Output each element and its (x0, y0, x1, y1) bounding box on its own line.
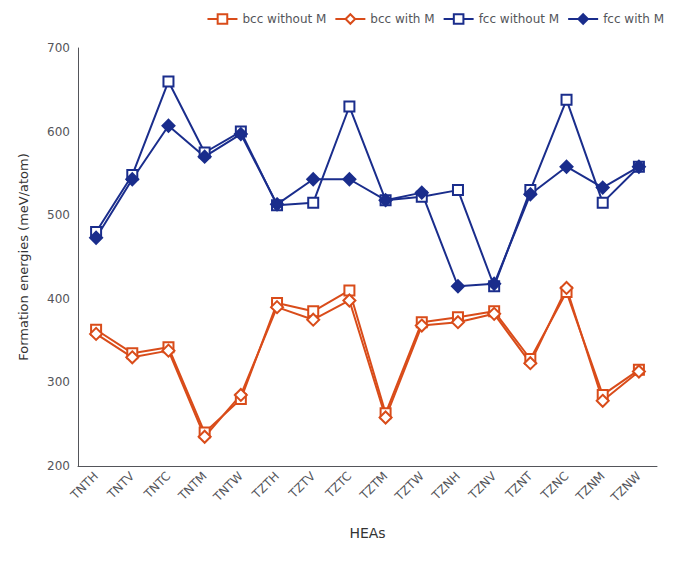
svg-text:TNTH: TNTH (67, 469, 101, 503)
svg-text:600: 600 (47, 125, 70, 139)
svg-text:fcc with M: fcc with M (603, 12, 664, 26)
svg-text:TNTV: TNTV (104, 468, 138, 502)
svg-text:TZTM: TZTM (356, 469, 390, 503)
svg-text:fcc without M: fcc without M (479, 12, 560, 26)
svg-text:TZNW: TZNW (608, 469, 644, 505)
svg-text:TZNV: TZNV (465, 468, 499, 502)
svg-text:TZNT: TZNT (502, 469, 536, 503)
svg-text:TZNM: TZNM (572, 469, 607, 504)
svg-text:TZTC: TZTC (322, 469, 354, 501)
svg-text:TZTW: TZTW (392, 469, 427, 504)
svg-text:TNTM: TNTM (175, 469, 210, 504)
svg-text:TNTC: TNTC (141, 469, 174, 502)
svg-text:TZTV: TZTV (286, 468, 319, 501)
svg-text:TNTW: TNTW (210, 469, 246, 505)
svg-text:700: 700 (47, 41, 70, 55)
svg-text:300: 300 (47, 375, 70, 389)
svg-text:500: 500 (47, 208, 70, 222)
svg-text:Formation energies (meV/atom): Formation energies (meV/atom) (16, 153, 31, 361)
svg-text:TZNC: TZNC (538, 469, 572, 503)
svg-text:TZNH: TZNH (429, 469, 463, 503)
svg-text:HEAs: HEAs (349, 525, 385, 541)
svg-text:bcc without M: bcc without M (242, 12, 326, 26)
svg-text:bcc with M: bcc with M (370, 12, 434, 26)
svg-text:200: 200 (47, 459, 70, 473)
svg-text:400: 400 (47, 292, 70, 306)
svg-text:TZTH: TZTH (249, 469, 282, 502)
